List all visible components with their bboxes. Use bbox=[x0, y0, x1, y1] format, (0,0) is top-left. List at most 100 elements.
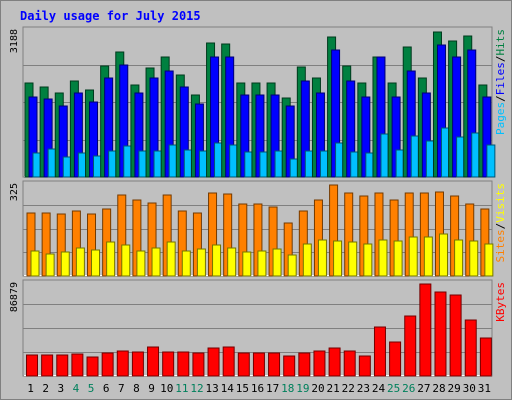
bar-visits-visits-10 bbox=[166, 241, 176, 277]
x-tick-label-14: 14 bbox=[221, 382, 235, 395]
bar-visits-visits-3 bbox=[60, 251, 70, 277]
legend-visits: Sites/Visits bbox=[494, 183, 507, 263]
bar-kbytes-kbytes-23 bbox=[358, 355, 371, 377]
x-tick-label-23: 23 bbox=[357, 382, 370, 395]
bar-visits-visits-21 bbox=[333, 240, 343, 277]
bar-visits-visits-18 bbox=[287, 254, 297, 277]
bar-visits-visits-11 bbox=[181, 250, 191, 277]
bar-kbytes-kbytes-19 bbox=[298, 352, 311, 377]
x-tick-label-10: 10 bbox=[160, 382, 173, 395]
bar-kbytes-kbytes-21 bbox=[328, 347, 341, 377]
bar-kbytes-kbytes-30 bbox=[464, 319, 477, 377]
panel-kbytes-max-label: 86879 bbox=[9, 282, 20, 312]
bar-visits-visits-13 bbox=[212, 244, 222, 277]
bar-kbytes-kbytes-14 bbox=[222, 346, 235, 377]
legend-hits-entry-3: / bbox=[494, 56, 507, 63]
bar-visits-visits-17 bbox=[272, 248, 282, 277]
x-tick-label-19: 19 bbox=[296, 382, 309, 395]
bar-visits-visits-7 bbox=[121, 244, 131, 277]
panel-visits-max-label: 325 bbox=[9, 183, 20, 201]
bar-visits-visits-31 bbox=[484, 243, 494, 277]
bar-visits-visits-24 bbox=[378, 239, 388, 277]
legend-visits-entry-2: Visits bbox=[494, 183, 507, 223]
bar-kbytes-kbytes-5 bbox=[86, 356, 99, 377]
bar-visits-visits-16 bbox=[257, 250, 267, 277]
x-tick-label-7: 7 bbox=[118, 382, 125, 395]
x-tick-label-16: 16 bbox=[251, 382, 264, 395]
bar-kbytes-kbytes-24 bbox=[373, 326, 386, 377]
legend-hits-entry-1: / bbox=[494, 95, 507, 102]
bar-kbytes-kbytes-4 bbox=[71, 353, 84, 377]
x-tick-label-22: 22 bbox=[342, 382, 355, 395]
bar-kbytes-kbytes-6 bbox=[101, 352, 114, 377]
bar-visits-visits-14 bbox=[227, 247, 237, 277]
bar-visits-visits-4 bbox=[75, 247, 85, 277]
legend-kbytes-entry-0: KBytes bbox=[494, 282, 507, 322]
x-tick-label-21: 21 bbox=[327, 382, 340, 395]
x-tick-label-28: 28 bbox=[432, 382, 445, 395]
x-tick-label-8: 8 bbox=[133, 382, 140, 395]
x-tick-label-11: 11 bbox=[175, 382, 188, 395]
bar-visits-visits-2 bbox=[45, 253, 55, 277]
x-tick-label-25: 25 bbox=[387, 382, 400, 395]
bar-kbytes-kbytes-28 bbox=[434, 291, 447, 377]
bar-visits-visits-9 bbox=[151, 247, 161, 277]
legend-hits: Pages/Files/Hits bbox=[494, 29, 507, 135]
panel-hits-max-label: 3188 bbox=[9, 29, 20, 53]
bar-visits-visits-8 bbox=[136, 250, 146, 277]
legend-hits-entry-4: Hits bbox=[494, 29, 507, 56]
bar-kbytes-kbytes-16 bbox=[252, 352, 265, 377]
bar-visits-visits-15 bbox=[242, 251, 252, 277]
bar-visits-visits-6 bbox=[106, 241, 116, 277]
bar-visits-visits-29 bbox=[454, 239, 464, 277]
bar-kbytes-kbytes-27 bbox=[419, 283, 432, 377]
bar-kbytes-kbytes-3 bbox=[56, 354, 69, 377]
x-tick-label-12: 12 bbox=[190, 382, 203, 395]
x-tick-label-6: 6 bbox=[103, 382, 110, 395]
bar-kbytes-kbytes-9 bbox=[147, 346, 160, 377]
bar-kbytes-kbytes-20 bbox=[313, 350, 326, 377]
x-tick-label-1: 1 bbox=[27, 382, 34, 395]
chart-title: Daily usage for July 2015 bbox=[20, 9, 201, 23]
bar-kbytes-kbytes-29 bbox=[449, 294, 462, 377]
bar-visits-visits-12 bbox=[196, 248, 206, 277]
bar-kbytes-kbytes-8 bbox=[131, 351, 144, 377]
bar-kbytes-kbytes-15 bbox=[237, 352, 250, 377]
x-tick-label-3: 3 bbox=[58, 382, 65, 395]
legend-visits-entry-0: Sites bbox=[494, 229, 507, 262]
x-tick-label-5: 5 bbox=[88, 382, 95, 395]
x-tick-label-9: 9 bbox=[148, 382, 155, 395]
bar-kbytes-kbytes-11 bbox=[177, 351, 190, 377]
bar-kbytes-kbytes-22 bbox=[343, 350, 356, 377]
bar-visits-visits-1 bbox=[30, 250, 40, 277]
bar-visits-visits-22 bbox=[348, 241, 358, 277]
x-tick-label-29: 29 bbox=[448, 382, 461, 395]
bar-kbytes-kbytes-2 bbox=[41, 354, 54, 377]
bar-kbytes-kbytes-18 bbox=[283, 355, 296, 377]
bar-visits-visits-5 bbox=[91, 249, 101, 277]
x-tick-label-18: 18 bbox=[281, 382, 294, 395]
x-tick-label-30: 30 bbox=[463, 382, 476, 395]
legend-hits-entry-0: Pages bbox=[494, 102, 507, 135]
legend-visits-entry-1: / bbox=[494, 223, 507, 230]
x-tick-label-4: 4 bbox=[73, 382, 80, 395]
legend-hits-entry-2: Files bbox=[494, 62, 507, 95]
bar-kbytes-kbytes-10 bbox=[162, 351, 175, 377]
bar-kbytes-kbytes-12 bbox=[192, 352, 205, 377]
bar-visits-visits-26 bbox=[408, 236, 418, 277]
x-tick-label-26: 26 bbox=[402, 382, 415, 395]
bar-kbytes-kbytes-7 bbox=[116, 350, 129, 377]
x-tick-label-13: 13 bbox=[205, 382, 218, 395]
bar-visits-visits-23 bbox=[363, 243, 373, 277]
bar-visits-visits-20 bbox=[317, 239, 327, 277]
bar-kbytes-kbytes-1 bbox=[26, 354, 38, 377]
x-tick-label-24: 24 bbox=[372, 382, 386, 395]
bar-kbytes-kbytes-31 bbox=[479, 337, 492, 377]
x-tick-label-17: 17 bbox=[266, 382, 279, 395]
bar-kbytes-kbytes-13 bbox=[207, 347, 220, 377]
x-tick-label-15: 15 bbox=[236, 382, 249, 395]
x-tick-label-20: 20 bbox=[311, 382, 324, 395]
bar-kbytes-kbytes-17 bbox=[268, 352, 281, 377]
